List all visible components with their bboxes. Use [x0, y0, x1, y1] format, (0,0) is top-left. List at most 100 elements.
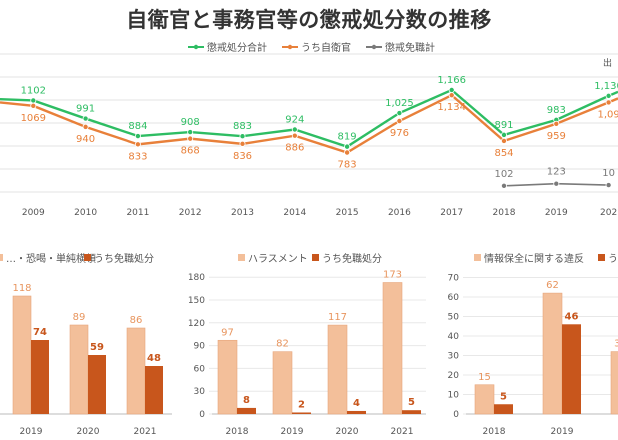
legend-marker [193, 44, 199, 50]
data-label: 82 [276, 339, 289, 350]
legend-marker [287, 44, 293, 50]
series-point [344, 149, 351, 156]
legend-label: うち免職処分 [94, 252, 154, 265]
bar [217, 339, 238, 415]
data-label: 891 [494, 120, 513, 131]
data-label: 991 [76, 104, 95, 115]
data-label: 983 [547, 105, 566, 116]
x-tick-label: 2020 [77, 427, 100, 437]
series-point [605, 99, 612, 106]
y-tick-label: 50 [448, 313, 460, 323]
y-tick-label: 30 [448, 352, 460, 362]
y-tick-label: 150 [188, 296, 205, 306]
bar [88, 355, 106, 414]
series-point [396, 118, 403, 125]
data-label: 173 [383, 270, 402, 281]
data-label: 959 [547, 131, 566, 142]
y-tick-label: 30 [194, 387, 206, 397]
bar [610, 351, 618, 415]
bar-chart-harassment: 0 30 60 90 120 150 180 ハラスメント うち免職処分 97 8 2018 82 2 20… [188, 252, 426, 437]
bar [474, 384, 495, 415]
x-tick-label: 2021 [391, 427, 414, 437]
legend-swatch [474, 254, 481, 261]
legend-label: うち [608, 253, 618, 265]
legend-entry: ハラスメント [238, 253, 308, 265]
x-tick-label: 2020 [336, 427, 359, 437]
x-tick-label: 2012 [179, 208, 202, 218]
legend-label: 懲戒免職計 [385, 41, 435, 54]
legend-label: …・恐喝・単純横領 [6, 252, 96, 265]
corner-label: 出 [603, 57, 612, 69]
legend-entry: うち免職処分 [312, 252, 382, 265]
line-chart-x-ticks: 2009 2010 2011 2012 2013 2014 2015 2016 2017 2018… [22, 208, 617, 218]
series-line [0, 88, 618, 148]
data-label: 1,166 [437, 75, 466, 86]
data-label: 123 [547, 167, 566, 178]
series-point [553, 120, 560, 127]
series-point [82, 115, 89, 122]
series-1: 1069 940 833 868 836 886 783 976 1,134 854 959 1,09 [0, 92, 618, 171]
series-point [448, 87, 455, 94]
data-label: 833 [128, 151, 147, 162]
series-point [239, 133, 246, 140]
x-tick-label: 2013 [231, 208, 254, 218]
y-tick-label: 60 [448, 293, 460, 303]
page-title: 自衛官と事務官等の懲戒処分数の推移 [126, 8, 492, 32]
data-label: 118 [12, 283, 31, 294]
data-label: 868 [181, 146, 200, 157]
series-point [30, 97, 37, 104]
series-point [82, 123, 89, 130]
legend-label: うち免職処分 [322, 252, 382, 265]
x-tick-label: 2019 [20, 427, 43, 437]
data-label: 2 [298, 399, 305, 410]
data-label: 5 [408, 397, 415, 408]
data-label: 8 [243, 395, 250, 406]
series-point [500, 182, 507, 189]
legend-entry: 情報保全に関する違反 [474, 252, 584, 265]
data-label: 1,134 [437, 102, 466, 113]
legend-entry: …・恐喝・単純横領 [0, 252, 96, 265]
series-point [500, 137, 507, 144]
legend-entry: うち自衛官 [282, 41, 351, 54]
series-line [0, 93, 618, 154]
x-tick-label: 2014 [283, 208, 306, 218]
series-point [187, 135, 194, 142]
line-chart-series: 1102 991 884 908 883 924 819 1,025 1,166 891 983 1,… [0, 75, 618, 189]
data-label: 886 [285, 143, 304, 154]
series-point [239, 140, 246, 147]
legend-swatch [84, 254, 91, 261]
data-label: 884 [128, 121, 147, 132]
bar [562, 324, 581, 414]
series-point [291, 132, 298, 139]
y-tick-label: 180 [188, 273, 205, 283]
bar [542, 292, 563, 415]
bar-chart-info-security: 0 10 20 30 40 50 60 70 情報保全に関する違反 うち 15 5 2018 62 46 20… [448, 252, 618, 437]
series-point [187, 129, 194, 136]
legend-swatch [598, 254, 605, 261]
x-tick-label: 2018 [226, 427, 249, 437]
x-tick-label: 2009 [22, 208, 45, 218]
data-label: 48 [147, 353, 161, 364]
x-tick-label: 2017 [440, 208, 463, 218]
y-tick-label: 10 [448, 391, 460, 401]
y-tick-label: 0 [453, 410, 459, 420]
data-label: 854 [494, 148, 513, 159]
series-point [344, 143, 351, 150]
legend-entry: 懲戒免職計 [366, 41, 435, 54]
series-point [448, 92, 455, 99]
bar [31, 340, 49, 414]
bar [12, 295, 32, 415]
data-label: 924 [285, 114, 304, 125]
y-tick-label: 0 [199, 410, 205, 420]
data-label: 32 [614, 339, 618, 350]
bar [494, 404, 513, 414]
data-label: 62 [546, 280, 559, 291]
legend-entry: 懲戒処分合計 [188, 41, 267, 54]
series-point [396, 110, 403, 117]
data-label: 1,130 [594, 81, 618, 92]
x-tick-label: 2018 [493, 208, 516, 218]
data-label: 1102 [21, 85, 46, 96]
legend-marker [371, 44, 377, 50]
